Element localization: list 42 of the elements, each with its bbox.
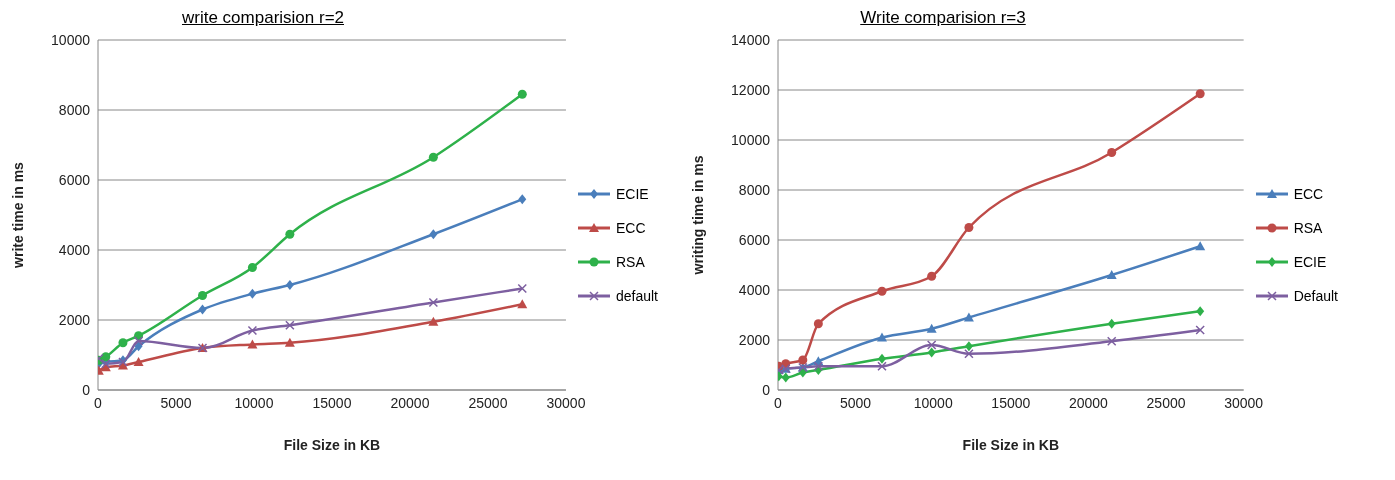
legend-label: ECC bbox=[1293, 186, 1324, 202]
x-tick-label: 10000 bbox=[913, 394, 953, 411]
y-tick-label: 10000 bbox=[731, 131, 771, 148]
chart-title: write comparision r=2 bbox=[181, 8, 345, 29]
chart-title: Write comparision r=3 bbox=[859, 8, 1027, 29]
x-tick-label: 15000 bbox=[312, 394, 352, 411]
y-tick-label: 8000 bbox=[738, 181, 771, 198]
y-tick-label: 0 bbox=[762, 381, 771, 398]
x-tick-label: 30000 bbox=[1224, 394, 1264, 411]
x-tick-label: 20000 bbox=[1068, 394, 1109, 411]
x-tick-label: 25000 bbox=[468, 394, 508, 411]
y-tick-label: 2000 bbox=[58, 311, 91, 328]
y-tick-label: 10000 bbox=[51, 31, 91, 48]
x-tick-label: 5000 bbox=[840, 394, 872, 411]
legend-label: default bbox=[615, 288, 658, 304]
legend-label: ECC bbox=[615, 220, 646, 236]
y-tick-label: 4000 bbox=[58, 241, 91, 258]
x-tick-label: 30000 bbox=[546, 394, 586, 411]
x-tick-label: 15000 bbox=[991, 394, 1031, 411]
y-tick-label: 2000 bbox=[738, 331, 771, 348]
x-tick-label: 20000 bbox=[390, 394, 430, 411]
y-axis-title: write time in ms bbox=[9, 161, 26, 269]
y-tick-label: 14000 bbox=[731, 31, 771, 48]
y-tick-label: 8000 bbox=[58, 101, 91, 118]
legend-label: Default bbox=[1293, 288, 1338, 304]
x-axis-title: File Size in KB bbox=[962, 437, 1060, 453]
legend-label: RSA bbox=[615, 254, 645, 270]
x-tick-label: 0 bbox=[94, 394, 103, 411]
y-tick-label: 4000 bbox=[738, 281, 771, 298]
x-tick-label: 5000 bbox=[160, 394, 192, 411]
y-axis-title: writing time in ms bbox=[689, 155, 706, 276]
legend-label: ECIE bbox=[615, 186, 649, 202]
y-tick-label: 0 bbox=[82, 381, 91, 398]
x-tick-label: 0 bbox=[774, 394, 783, 411]
x-tick-label: 25000 bbox=[1146, 394, 1186, 411]
legend-label: RSA bbox=[1293, 220, 1323, 236]
legend-label: ECIE bbox=[1293, 254, 1327, 270]
x-tick-label: 10000 bbox=[234, 394, 274, 411]
y-tick-label: 12000 bbox=[731, 81, 771, 98]
y-tick-label: 6000 bbox=[58, 171, 91, 188]
y-tick-label: 6000 bbox=[738, 231, 771, 248]
x-axis-title: File Size in KB bbox=[283, 437, 381, 453]
